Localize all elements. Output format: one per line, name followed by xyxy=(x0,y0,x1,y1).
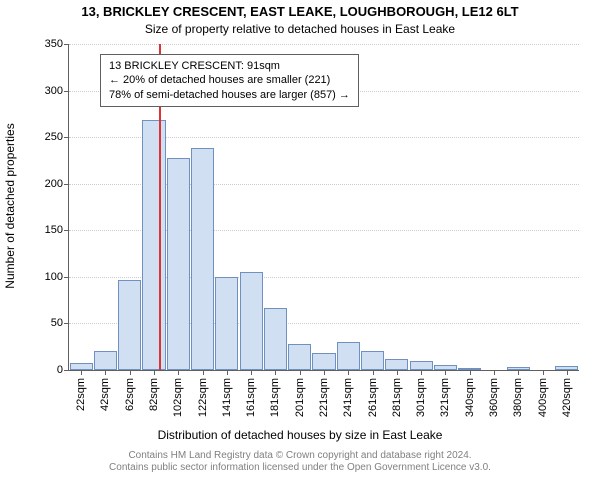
xtick-label: 360sqm xyxy=(488,378,500,417)
xtick-mark xyxy=(227,370,228,375)
ytick-mark xyxy=(64,323,69,324)
xtick-mark xyxy=(470,370,471,375)
xtick-mark xyxy=(105,370,106,375)
xtick-mark xyxy=(154,370,155,375)
bar xyxy=(94,351,117,370)
xtick-label: 122sqm xyxy=(197,378,209,417)
xtick-label: 82sqm xyxy=(148,378,160,411)
xtick-label: 241sqm xyxy=(342,378,354,417)
info-line-2: ← 20% of detached houses are smaller (22… xyxy=(109,73,350,87)
xtick-mark xyxy=(81,370,82,375)
y-axis-label: Number of detached properties xyxy=(3,43,17,369)
info-box: 13 BRICKLEY CRESCENT: 91sqm ← 20% of det… xyxy=(100,54,359,107)
ytick-label: 150 xyxy=(45,224,63,236)
xtick-label: 321sqm xyxy=(439,378,451,417)
xtick-mark xyxy=(130,370,131,375)
bar xyxy=(142,120,165,370)
xtick-label: 201sqm xyxy=(294,378,306,417)
xtick-label: 301sqm xyxy=(415,378,427,417)
xtick-mark xyxy=(445,370,446,375)
xtick-mark xyxy=(567,370,568,375)
bar xyxy=(264,308,287,370)
gridline xyxy=(69,44,579,45)
xtick-label: 22sqm xyxy=(75,378,87,411)
xtick-mark xyxy=(494,370,495,375)
xtick-mark xyxy=(324,370,325,375)
ytick-label: 200 xyxy=(45,178,63,190)
ytick-mark xyxy=(64,277,69,278)
ytick-label: 300 xyxy=(45,85,63,97)
x-axis-label: Distribution of detached houses by size … xyxy=(0,428,600,442)
xtick-mark xyxy=(300,370,301,375)
xtick-label: 42sqm xyxy=(99,378,111,411)
footer: Contains HM Land Registry data © Crown c… xyxy=(0,450,600,474)
ytick-mark xyxy=(64,230,69,231)
xtick-label: 102sqm xyxy=(172,378,184,417)
info-line-3: 78% of semi-detached houses are larger (… xyxy=(109,88,350,102)
xtick-label: 161sqm xyxy=(245,378,257,417)
ytick-label: 250 xyxy=(45,131,63,143)
xtick-label: 340sqm xyxy=(464,378,476,417)
bar xyxy=(312,353,335,370)
bar xyxy=(167,158,190,370)
xtick-mark xyxy=(275,370,276,375)
xtick-mark xyxy=(348,370,349,375)
ytick-mark xyxy=(64,91,69,92)
xtick-label: 281sqm xyxy=(391,378,403,417)
bar xyxy=(70,363,93,370)
chart-title: 13, BRICKLEY CRESCENT, EAST LEAKE, LOUGH… xyxy=(0,4,600,19)
xtick-mark xyxy=(518,370,519,375)
ytick-label: 350 xyxy=(45,38,63,50)
bar xyxy=(240,272,263,370)
xtick-label: 181sqm xyxy=(269,378,281,417)
bar xyxy=(361,351,384,370)
bar xyxy=(191,148,214,370)
xtick-mark xyxy=(421,370,422,375)
xtick-mark xyxy=(203,370,204,375)
chart-subtitle: Size of property relative to detached ho… xyxy=(0,22,600,36)
bar xyxy=(385,359,408,370)
xtick-label: 62sqm xyxy=(124,378,136,411)
bar xyxy=(288,344,311,370)
xtick-label: 141sqm xyxy=(221,378,233,417)
bar xyxy=(410,361,433,370)
xtick-mark xyxy=(251,370,252,375)
ytick-mark xyxy=(64,44,69,45)
ytick-label: 50 xyxy=(51,317,63,329)
xtick-label: 400sqm xyxy=(537,378,549,417)
footer-line-1: Contains HM Land Registry data © Crown c… xyxy=(0,450,600,462)
ytick-mark xyxy=(64,370,69,371)
bar xyxy=(215,277,238,370)
bar xyxy=(337,342,360,370)
ytick-mark xyxy=(64,137,69,138)
xtick-mark xyxy=(178,370,179,375)
ytick-label: 100 xyxy=(45,271,63,283)
xtick-mark xyxy=(373,370,374,375)
xtick-label: 261sqm xyxy=(367,378,379,417)
ytick-mark xyxy=(64,184,69,185)
footer-line-2: Contains public sector information licen… xyxy=(0,462,600,474)
xtick-label: 420sqm xyxy=(561,378,573,417)
xtick-mark xyxy=(397,370,398,375)
xtick-label: 221sqm xyxy=(318,378,330,417)
xtick-mark xyxy=(543,370,544,375)
info-line-1: 13 BRICKLEY CRESCENT: 91sqm xyxy=(109,59,350,73)
xtick-label: 380sqm xyxy=(512,378,524,417)
ytick-label: 0 xyxy=(57,364,63,376)
bar xyxy=(118,280,141,370)
